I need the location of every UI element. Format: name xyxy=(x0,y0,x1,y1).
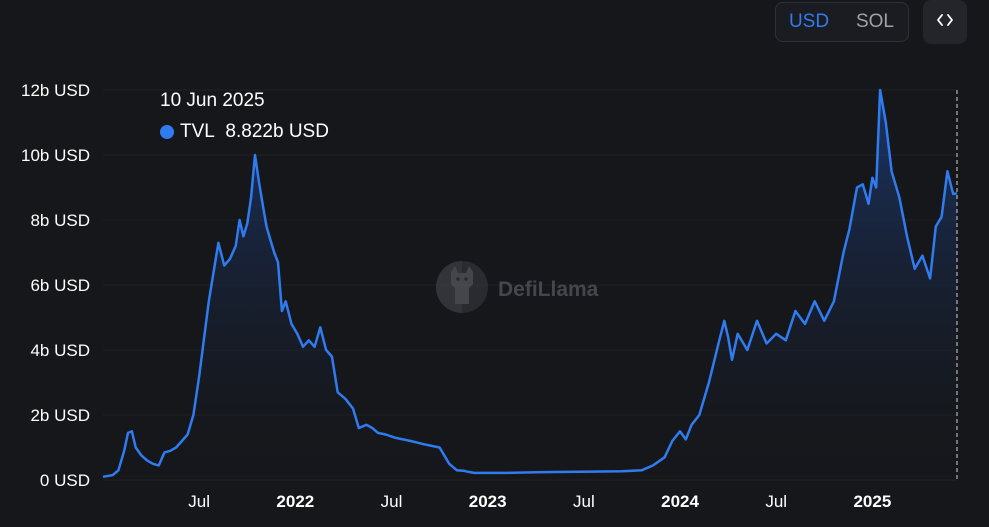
x-tick-label: 2022 xyxy=(276,492,314,511)
sol-button[interactable]: SOL xyxy=(855,11,895,32)
x-tick-label: Jul xyxy=(188,492,210,511)
y-tick-label: 0 USD xyxy=(40,471,90,490)
y-tick-label: 2b USD xyxy=(30,406,90,425)
y-tick-label: 4b USD xyxy=(30,341,90,360)
y-tick-label: 12b USD xyxy=(21,81,90,100)
code-icon xyxy=(937,13,953,32)
embed-button[interactable] xyxy=(923,0,967,44)
x-tick-label: 2024 xyxy=(661,492,699,511)
tvl-area xyxy=(103,90,957,480)
tooltip-value: 8.822b USD xyxy=(225,121,329,142)
series-dot-icon xyxy=(160,125,174,139)
y-axis-ticks: 0 USD 2b USD 4b USD 6b USD 8b USD 10b USD 12b … xyxy=(21,81,90,490)
tvl-line xyxy=(102,88,958,479)
x-tick-label: Jul xyxy=(573,492,595,511)
y-tick-label: 8b USD xyxy=(30,211,90,230)
tooltip-series-name: TVL xyxy=(180,121,215,142)
x-tick-label: 2025 xyxy=(853,492,891,511)
defillama-watermark: DefiLlama xyxy=(436,258,598,321)
y-tick-label: 10b USD xyxy=(21,146,90,165)
x-tick-label: 2023 xyxy=(469,492,507,511)
y-tick-label: 6b USD xyxy=(30,276,90,295)
tooltip-date: 10 Jun 2025 xyxy=(160,90,265,111)
usd-button[interactable]: USD xyxy=(788,11,830,32)
x-axis-ticks: Jul 2022 Jul 2023 Jul 2024 Jul 2025 xyxy=(188,492,891,511)
currency-toggle[interactable]: USD SOL xyxy=(775,2,909,42)
watermark-text: DefiLlama xyxy=(498,277,599,301)
llama-logo-icon xyxy=(436,258,488,321)
x-tick-label: Jul xyxy=(765,492,787,511)
x-tick-label: Jul xyxy=(381,492,403,511)
tooltip-value-row: TVL 8.822b USD xyxy=(160,121,329,143)
